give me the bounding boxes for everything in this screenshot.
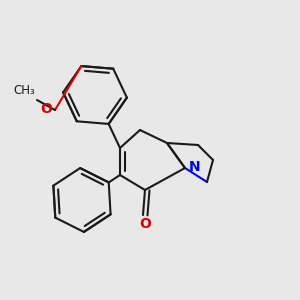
Text: O: O	[40, 102, 52, 116]
Text: N: N	[189, 160, 201, 174]
Text: O: O	[139, 217, 151, 231]
Text: CH₃: CH₃	[13, 84, 35, 97]
